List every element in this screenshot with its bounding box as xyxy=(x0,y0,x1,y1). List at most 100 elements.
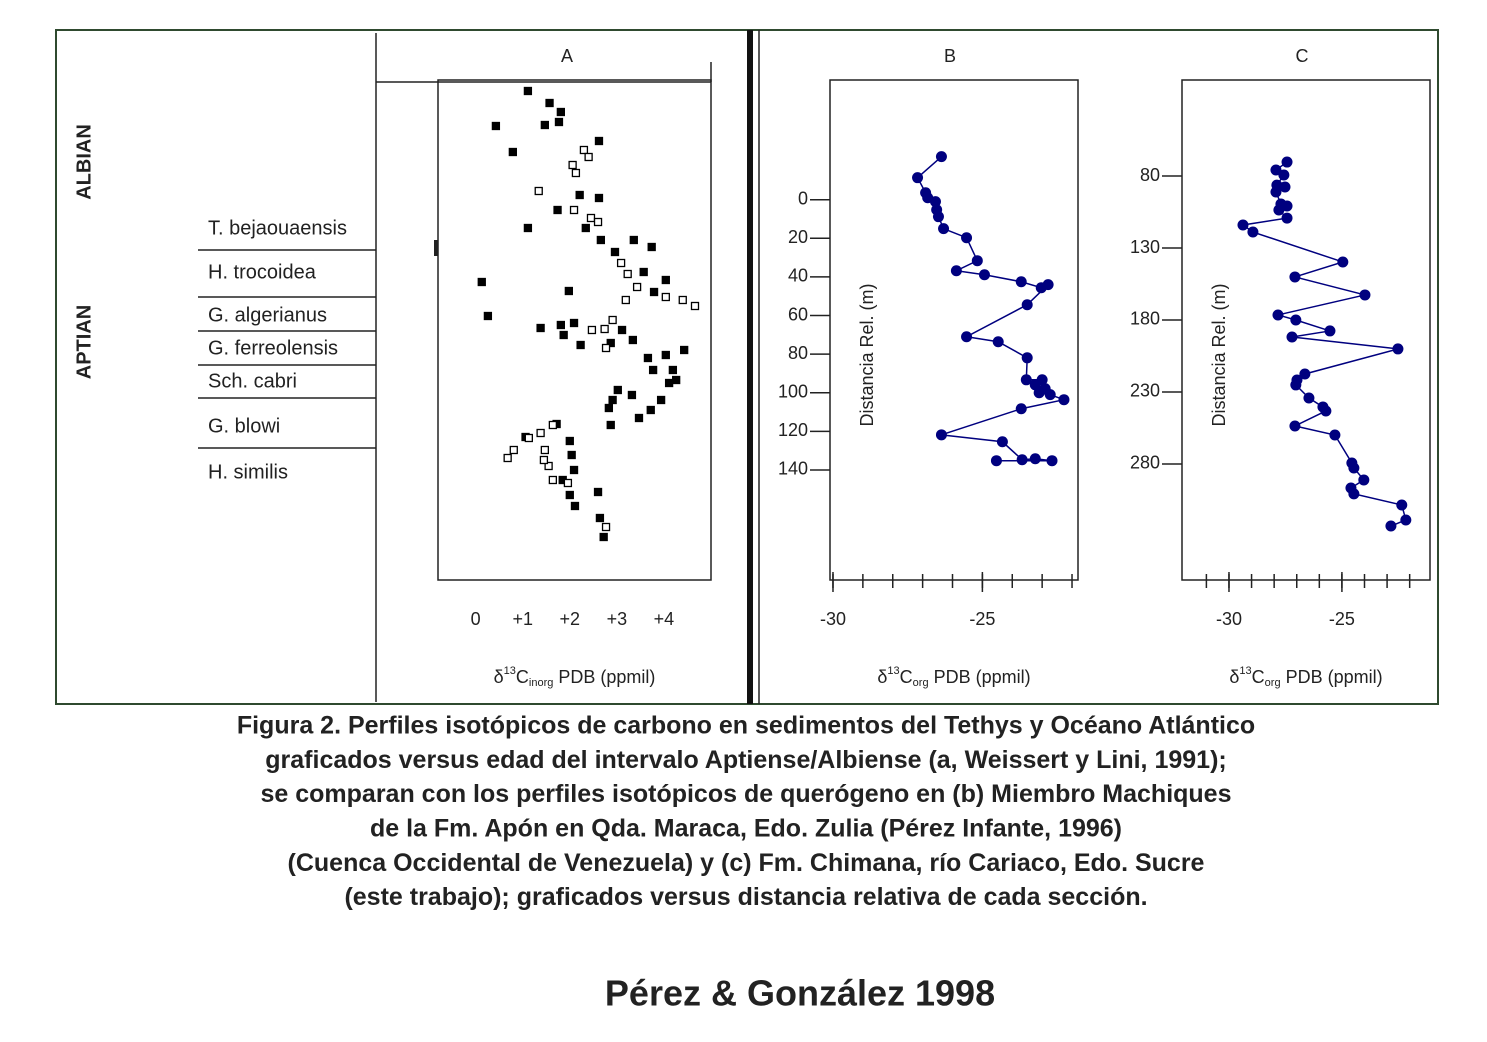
x-axis-label: δ13Cinorg PDB (ppmil) xyxy=(494,665,656,689)
y-tick-label: 230 xyxy=(1130,381,1160,401)
data-point xyxy=(606,338,615,348)
data-point xyxy=(656,395,666,405)
data-point xyxy=(627,390,637,400)
data-point xyxy=(503,453,512,463)
data-point xyxy=(581,223,590,233)
panel-title: B xyxy=(944,46,956,66)
x-axis-label-part: PDB (ppmil) xyxy=(1281,667,1383,687)
data-point xyxy=(524,433,533,443)
data-point xyxy=(1044,389,1056,401)
data-point xyxy=(1348,462,1360,474)
data-point xyxy=(610,247,620,257)
data-point xyxy=(639,267,648,277)
y-tick-label: 100 xyxy=(778,381,808,401)
data-point xyxy=(978,269,990,281)
x-tick-label: 0 xyxy=(471,609,481,629)
data-point xyxy=(617,325,627,335)
data-point xyxy=(599,532,608,542)
y-axis-label: Distancia Rel. (m) xyxy=(857,283,877,426)
data-point xyxy=(1286,331,1298,343)
plot-frame xyxy=(829,79,1079,581)
data-point xyxy=(1015,276,1027,288)
x-axis-label-part: org xyxy=(913,677,929,689)
data-point xyxy=(564,286,574,296)
data-point xyxy=(569,318,579,328)
data-point xyxy=(621,295,630,305)
x-tick-label: -30 xyxy=(1216,609,1242,629)
data-point xyxy=(664,378,674,388)
profile-line xyxy=(1241,161,1407,527)
data-point xyxy=(576,340,585,350)
x-axis-label: δ13Corg PDB (ppmil) xyxy=(1229,665,1382,689)
data-point xyxy=(1299,368,1311,380)
data-point xyxy=(648,365,658,375)
data-point xyxy=(567,450,576,460)
data-point xyxy=(971,255,983,267)
data-point xyxy=(1020,374,1032,386)
data-point xyxy=(608,395,617,405)
data-point xyxy=(608,315,617,325)
y-tick-label: 130 xyxy=(1130,237,1160,257)
zone-label: T. bejaouaensis xyxy=(208,217,347,239)
data-point xyxy=(929,196,941,208)
caption-line: (Cuenca Occidental de Venezuela) y (c) F… xyxy=(288,849,1205,877)
data-point xyxy=(1273,204,1285,216)
x-axis-label: δ13Corg PDB (ppmil) xyxy=(877,665,1030,689)
data-point xyxy=(1320,405,1332,417)
data-point xyxy=(1015,403,1027,415)
data-point xyxy=(1021,352,1033,364)
zone-separators xyxy=(198,249,376,449)
x-axis-label-part: δ xyxy=(877,667,887,687)
x-axis-label-part: 13 xyxy=(1239,665,1251,677)
panel-title: C xyxy=(1296,46,1309,66)
data-point xyxy=(523,223,533,233)
y-tick-label: 180 xyxy=(1130,309,1160,329)
zone-label: H. trocoidea xyxy=(208,261,317,283)
x-axis-label-part: 13 xyxy=(504,665,516,677)
data-point xyxy=(1021,299,1033,311)
data-point xyxy=(548,420,557,430)
plot-frame xyxy=(437,79,712,581)
data-point xyxy=(586,213,596,223)
data-point xyxy=(950,265,962,277)
data-point xyxy=(1247,226,1259,238)
data-point xyxy=(646,405,655,415)
data-point xyxy=(1270,186,1282,198)
data-point xyxy=(569,205,579,215)
data-point xyxy=(938,223,950,235)
data-point xyxy=(539,455,549,465)
data-point xyxy=(534,186,543,196)
data-point xyxy=(634,413,644,423)
data-point xyxy=(483,311,493,321)
data-point xyxy=(1237,219,1249,231)
data-point xyxy=(594,136,604,146)
x-axis-label-part: C xyxy=(516,667,529,687)
data-point xyxy=(678,295,687,305)
data-point xyxy=(1303,392,1315,404)
x-tick-label: -25 xyxy=(969,609,995,629)
x-axis-label-part: PDB (ppmil) xyxy=(929,667,1031,687)
zone-label: H. similis xyxy=(208,461,288,483)
data-point xyxy=(912,172,924,184)
y-tick-label: 80 xyxy=(1140,165,1160,185)
data-point xyxy=(601,343,611,353)
x-tick-label: +4 xyxy=(654,609,675,629)
y-tick-label: 20 xyxy=(788,227,808,247)
data-point xyxy=(1046,455,1058,467)
data-point xyxy=(628,335,638,345)
zone-label: G. algerianus xyxy=(208,304,327,326)
data-point xyxy=(1329,429,1341,441)
data-point xyxy=(1016,454,1028,466)
data-point xyxy=(935,151,947,163)
data-point xyxy=(668,365,678,375)
data-point xyxy=(1385,520,1397,532)
data-point xyxy=(604,403,614,413)
data-point xyxy=(661,275,670,285)
data-point xyxy=(661,292,670,302)
data-point xyxy=(540,120,549,130)
plot-frame xyxy=(1181,79,1431,581)
data-point xyxy=(556,320,565,330)
data-point xyxy=(1290,379,1302,391)
data-point xyxy=(1281,156,1293,168)
x-tick-label: -25 xyxy=(1329,609,1355,629)
